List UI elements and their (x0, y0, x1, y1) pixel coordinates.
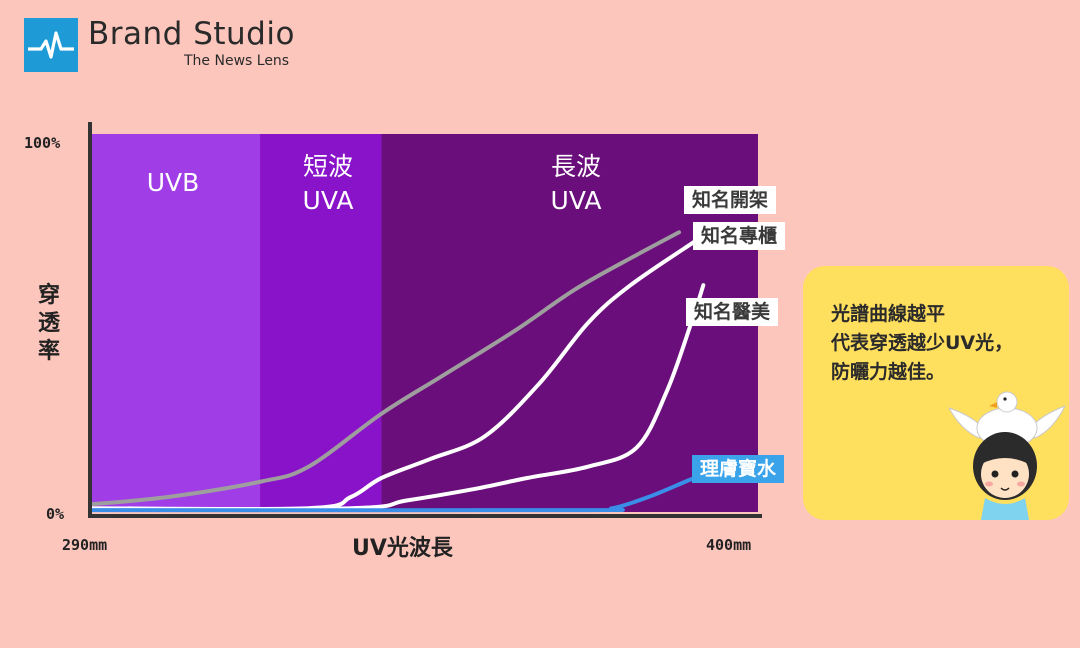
band-label-line: 長波 (550, 152, 601, 181)
mascot-illustration (947, 391, 1067, 520)
band-label-short-uva: 短波 UVA (288, 150, 368, 218)
band-region (260, 134, 382, 512)
brand-title: Brand Studio (88, 16, 295, 52)
note-line: 防曬力越佳。 (831, 361, 946, 383)
band-label-line: UVA (550, 186, 602, 215)
band-label-line: UVB (146, 168, 200, 197)
band-label-long-uva: 長波 UVA (536, 150, 616, 218)
band-region (90, 134, 261, 512)
note-line: 代表穿透越少UV光， (831, 332, 1014, 354)
x-tick-label: 400mm (706, 536, 752, 554)
series-label: 理膚寶水 (692, 455, 785, 483)
series-line (88, 230, 682, 507)
y-axis-label-char: 透 (37, 311, 60, 336)
band-label-line: UVA (302, 186, 354, 215)
note-callout: 光譜曲線越平 代表穿透越少UV光， 防曬力越佳。 (803, 266, 1069, 520)
y-tick-label: 0% (46, 505, 65, 523)
brand-logo-icon (24, 18, 78, 72)
x-tick-label: 290mm (62, 536, 108, 554)
band-label-uvb: UVB (135, 166, 211, 200)
series-label: 知名開架 (684, 186, 777, 214)
note-line: 光譜曲線越平 (831, 303, 946, 325)
note-text: 光譜曲線越平 代表穿透越少UV光， 防曬力越佳。 (831, 300, 1013, 387)
y-axis-label: 穿 透 率 (34, 282, 64, 366)
x-axis-label: UV光波長 (352, 536, 453, 561)
series-label: 知名專櫃 (693, 222, 786, 250)
y-tick-label: 100% (24, 134, 61, 152)
y-axis-label-char: 穿 (37, 283, 60, 308)
y-axis-label-char: 率 (37, 339, 60, 364)
brand-subtitle: The News Lens (184, 53, 290, 69)
series-line (88, 472, 706, 513)
band-label-line: 短波 (302, 152, 353, 181)
series-label: 知名醫美 (686, 298, 779, 326)
